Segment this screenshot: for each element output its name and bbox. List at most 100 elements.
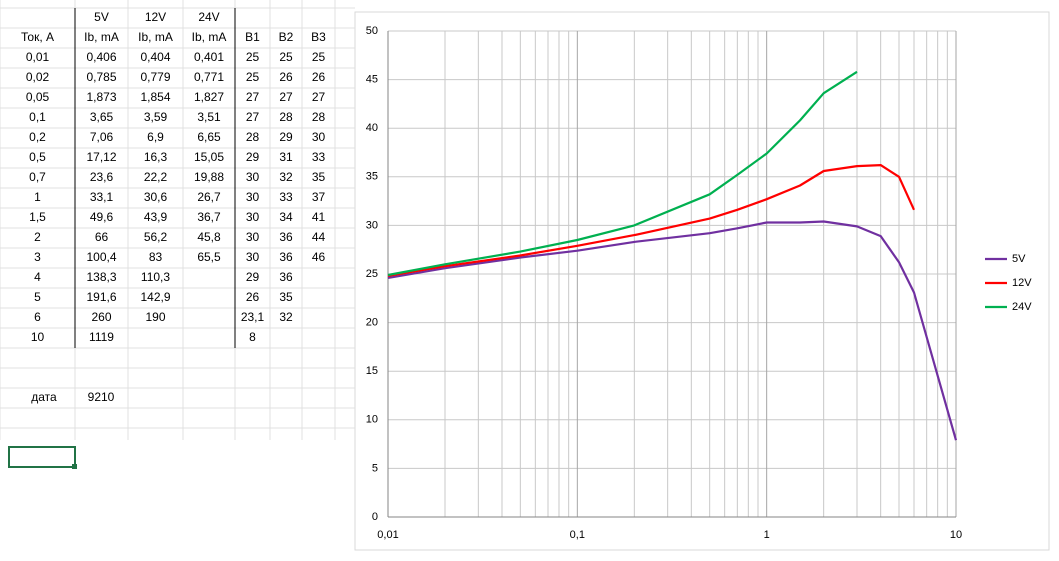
cell-text: B2: [279, 30, 294, 44]
cell-text: 30: [246, 170, 260, 184]
cell-text: 5V: [94, 10, 109, 24]
cell-text: 19,88: [194, 170, 224, 184]
x-tick-label: 0,1: [570, 529, 585, 541]
cell-text: Ib, mA: [192, 30, 227, 44]
cell-text: 100,4: [86, 250, 116, 264]
cell-text: 5: [34, 290, 41, 304]
cell-text: 191,6: [86, 290, 116, 304]
y-tick-label: 45: [366, 74, 378, 86]
y-tick-label: 5: [372, 462, 378, 474]
cell-text: 0,05: [26, 90, 50, 104]
cell-text: 6: [34, 310, 41, 324]
chart-area: [354, 11, 1050, 551]
cell-text: 0,2: [29, 130, 46, 144]
cell-text: 1,827: [194, 90, 224, 104]
cell-text: 3: [34, 250, 41, 264]
cell-text: 8: [249, 330, 256, 344]
cell-text: 0,02: [26, 70, 50, 84]
cell-text: 0,406: [86, 50, 116, 64]
cell-text: 16,3: [144, 150, 168, 164]
cell-text: 32: [279, 170, 293, 184]
cell-text: 25: [246, 50, 260, 64]
cell-text: 190: [145, 310, 165, 324]
cell-text: 31: [279, 150, 293, 164]
cell-text: 27: [246, 90, 260, 104]
selected-cell[interactable]: [8, 446, 76, 468]
cell-text: Ib, mA: [84, 30, 119, 44]
legend-label: 12V: [1012, 277, 1032, 289]
cell-text: 260: [91, 310, 111, 324]
cell-text: 32: [279, 310, 293, 324]
cell-text: 27: [246, 110, 260, 124]
cell-text: 0,01: [26, 50, 50, 64]
cell-text: 35: [312, 170, 326, 184]
cell-text: 142,9: [140, 290, 170, 304]
cell-text: 0,785: [86, 70, 116, 84]
cell-text: 1,5: [29, 210, 46, 224]
cell-text: 33: [279, 190, 293, 204]
cell-text: 0,404: [140, 50, 170, 64]
cell-text: 0,779: [140, 70, 170, 84]
cell-text: 12V: [145, 10, 166, 24]
cell-text: 36: [279, 270, 293, 284]
cell-text: 6,9: [147, 130, 164, 144]
cell-text: 30: [246, 230, 260, 244]
series-line: [387, 70, 858, 277]
x-tick-label: 10: [950, 529, 962, 541]
legend-label: 5V: [1012, 253, 1026, 265]
plot: 0 5 10 15 20 25 30 35 40 45 50 0,01 0,1 1 10 5V 12V 24V: [366, 25, 1032, 541]
cell-text: 24V: [198, 10, 219, 24]
fill-handle[interactable]: [72, 464, 77, 469]
cell-text: 66: [95, 230, 109, 244]
y-tick-label: 50: [366, 25, 378, 37]
cell-text: 43,9: [144, 210, 168, 224]
cell-text: 0,1: [29, 110, 46, 124]
cell-text: 3,59: [144, 110, 168, 124]
x-tick-label: 0,01: [377, 529, 398, 541]
cell-text: 6,65: [197, 130, 221, 144]
cell-text: B1: [245, 30, 260, 44]
y-tick-label: 35: [366, 171, 378, 183]
cell-text: 36,7: [197, 210, 221, 224]
cell-text: 33: [312, 150, 326, 164]
legend-label: 24V: [1012, 301, 1032, 313]
cell-text: 35: [279, 290, 293, 304]
cell-text: 138,3: [86, 270, 116, 284]
cell-text: 1119: [89, 330, 114, 344]
cell-text: 28: [279, 110, 293, 124]
y-tick-label: 10: [366, 414, 378, 426]
cell-text: 3,51: [197, 110, 221, 124]
cell-text: 45,8: [197, 230, 221, 244]
cell-text: 65,5: [197, 250, 221, 264]
cell-text: 29: [246, 270, 260, 284]
series-line: [387, 220, 958, 441]
cell-text: 30: [246, 190, 260, 204]
cell-text: 29: [279, 130, 293, 144]
cell-text: 0,5: [29, 150, 46, 164]
cell-text: 1,854: [140, 90, 170, 104]
cell-text: 28: [246, 130, 260, 144]
cell-text: 17,12: [86, 150, 116, 164]
cell-text: 27: [312, 90, 326, 104]
cell-text: 44: [312, 230, 326, 244]
cell-text: 7,06: [90, 130, 114, 144]
cell-text: 0,771: [194, 70, 224, 84]
cell-text: 30: [246, 250, 260, 264]
cell-text: 4: [34, 270, 41, 284]
cell-text: 1,873: [86, 90, 116, 104]
cell-text: 0,7: [29, 170, 46, 184]
cell-text: B3: [311, 30, 326, 44]
cell-text: 26: [279, 70, 293, 84]
cell-text: 2: [34, 230, 41, 244]
cell-text: 33,1: [90, 190, 114, 204]
cell-text: 110,3: [141, 270, 170, 284]
cell-text: 25: [312, 50, 326, 64]
cell-text: 22,2: [144, 170, 168, 184]
cell-text: 41: [312, 210, 326, 224]
y-tick-label: 30: [366, 219, 378, 231]
y-tick-label: 15: [366, 365, 378, 377]
cell-text: 30: [312, 130, 326, 144]
cell-text: 26: [246, 290, 260, 304]
series-line: [387, 164, 916, 277]
